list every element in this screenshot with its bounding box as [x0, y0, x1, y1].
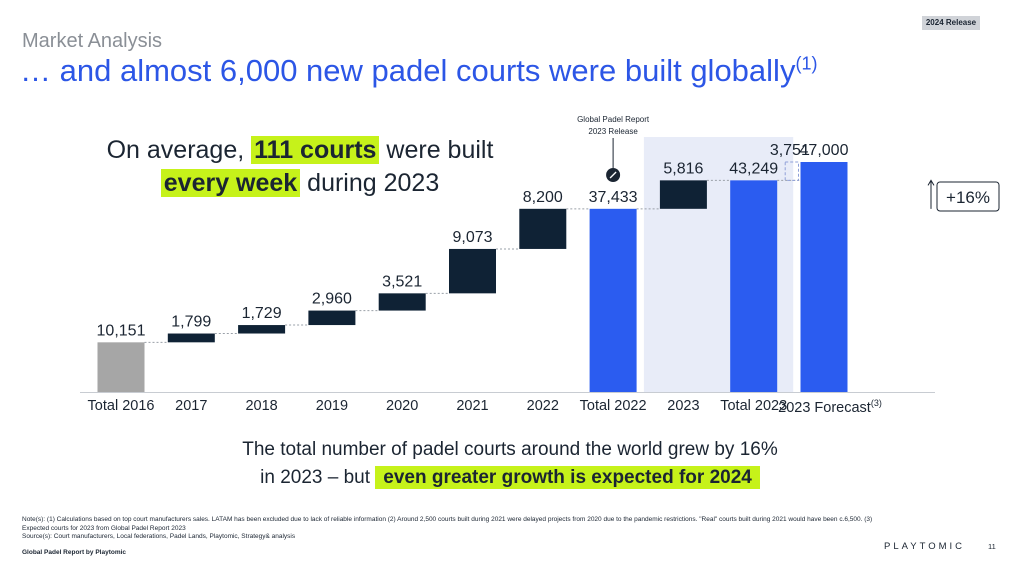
callout-suffix: during 2023	[307, 169, 440, 197]
forecast-gap-label: 3,751	[770, 142, 810, 159]
playtomic-logo: PLAYTOMIC	[884, 541, 966, 552]
callout-highlight-courts: 111 courts	[251, 136, 380, 164]
callout-highlight-week: every week	[160, 169, 301, 197]
data-label: 43,249	[729, 160, 778, 177]
summary-text: The total number of padel courts around …	[140, 436, 880, 492]
bar-2022	[519, 208, 567, 249]
bar-total-2016	[97, 342, 145, 392]
data-label: 37,433	[589, 189, 638, 206]
data-label: 47,000	[800, 142, 849, 159]
bar-2021	[449, 248, 496, 294]
callout-prefix: On average,	[106, 136, 245, 164]
page-number: 11	[988, 542, 996, 551]
x-tick-label: 2023 Forecast(3)	[778, 398, 882, 416]
footnote-line-2: Expected courts for 2023 from Global Pad…	[22, 524, 186, 532]
bar-total-2022	[589, 208, 637, 392]
bar-2019	[308, 310, 356, 326]
footer-report-name: Global Padel Report by Playtomic	[22, 549, 127, 556]
footnote-sources: Source(s): Court manufacturers, Local fe…	[22, 533, 296, 540]
bar-2018	[238, 325, 286, 334]
data-label: 10,151	[97, 322, 146, 339]
summary-line1: The total number of padel courts around …	[242, 439, 778, 460]
data-label: 1,729	[242, 305, 282, 322]
data-label: 1,799	[171, 314, 211, 331]
bar-2023-forecast	[800, 162, 848, 392]
bar-2023	[659, 180, 707, 209]
callout-middle: were built	[386, 136, 494, 164]
summary-line2-prefix: in 2023 – but	[260, 467, 371, 488]
data-label: 2,960	[312, 291, 352, 308]
x-tick-label: 2018	[245, 398, 278, 414]
footnote-line-1: Note(s): (1) Calculations based on top c…	[22, 516, 873, 523]
growth-badge	[936, 181, 1000, 212]
annotation-marker-stroke	[609, 171, 617, 179]
annotation-line2: 2023 Release	[588, 127, 638, 136]
bar-total-2023	[730, 180, 778, 392]
growth-bracket-arrow	[927, 179, 935, 186]
bar-2017	[167, 333, 215, 343]
data-label: 9,073	[452, 229, 492, 246]
data-label: 5,816	[663, 160, 703, 177]
x-tick-label: 2019	[315, 398, 349, 414]
x-tick-footnote: (3)	[870, 398, 882, 408]
section-label: Market Analysis	[22, 30, 163, 52]
page-title: … and almost 6,000 new padel courts were…	[20, 53, 817, 89]
x-tick-label: 2023	[667, 398, 700, 414]
summary-highlight: even greater growth is expected for 2024	[375, 466, 760, 489]
x-tick-label: Total 2023	[720, 398, 788, 414]
x-tick-label: 2017	[175, 398, 208, 414]
page-title-footnote: (1)	[795, 53, 818, 74]
bar-2020	[378, 293, 426, 311]
annotation-line1: Global Padel Report	[577, 115, 650, 124]
data-label: 8,200	[523, 189, 563, 206]
x-tick-label: Total 2022	[579, 398, 647, 414]
x-tick-label: 2020	[386, 398, 419, 414]
weekly-courts-callout: On average, 111 courts were built every …	[90, 134, 510, 200]
release-badge: 2024 Release	[922, 16, 980, 30]
x-tick-label: Total 2016	[87, 398, 155, 414]
growth-label: +16%	[946, 188, 990, 207]
x-tick-label: 2022	[526, 398, 559, 414]
footnotes: Note(s): (1) Calculations based on top c…	[22, 516, 982, 542]
data-label: 3,521	[382, 273, 422, 290]
forecast-gap-box	[784, 161, 800, 181]
x-tick-label: 2021	[456, 398, 489, 414]
page-title-text: … and almost 6,000 new padel courts were…	[20, 53, 796, 88]
